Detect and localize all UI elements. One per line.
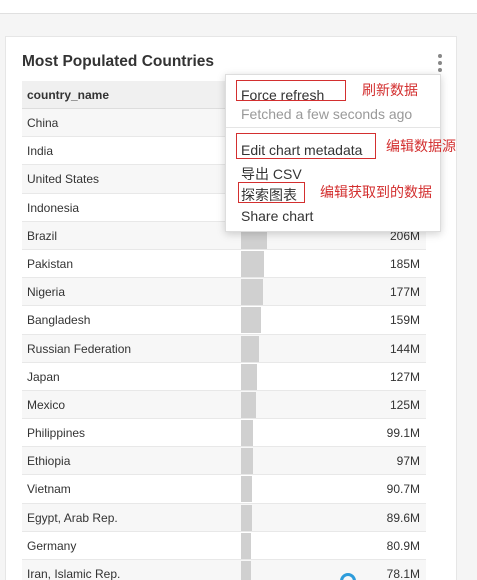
population-value-cell: 97M: [396, 454, 420, 469]
table-row: Russian Federation 144M: [22, 334, 426, 363]
table-row: Bangladesh 159M: [22, 306, 426, 335]
population-value-cell: 78.1M: [386, 567, 420, 580]
more-options-icon[interactable]: [434, 53, 446, 73]
population-value-cell: 89.6M: [386, 510, 420, 525]
population-value-cell: 144M: [389, 341, 420, 356]
explore-chart-item[interactable]: 探索图表: [241, 187, 297, 203]
population-bar: [241, 307, 261, 334]
table-row: Brazil 206M: [22, 221, 426, 250]
explore-chart-highlight: [238, 182, 305, 203]
export-csv-item[interactable]: 导出 CSV: [241, 166, 302, 182]
top-bar: [0, 0, 477, 14]
country-name-cell: Philippines: [27, 426, 86, 441]
table-row: Egypt, Arab Rep. 89.6M: [22, 503, 426, 532]
chart-title: Most Populated Countries: [22, 53, 215, 70]
population-value-cell: 177M: [389, 285, 420, 300]
column-header-country-name[interactable]: country_name: [27, 88, 110, 102]
annotation-edit-source: 编辑数据源: [386, 138, 456, 154]
annotation-refresh: 刷新数据: [362, 82, 418, 98]
country-name-cell: Iran, Islamic Rep.: [27, 567, 121, 580]
population-bar: [241, 561, 251, 580]
table-row: Ethiopia 97M: [22, 447, 426, 476]
table-row: Japan 127M: [22, 363, 426, 391]
table-row: Iran, Islamic Rep. 78.1M: [22, 560, 426, 580]
population-value-cell: 80.9M: [386, 538, 420, 553]
country-name-cell: Vietnam: [27, 482, 71, 497]
population-value-cell: 206M: [389, 228, 420, 243]
country-name-cell: India: [27, 144, 54, 159]
population-bar: [241, 504, 252, 531]
population-bar: [241, 532, 251, 559]
population-value-cell: 90.7M: [386, 482, 420, 497]
country-name-cell: China: [27, 116, 59, 130]
population-value-cell: 125M: [389, 397, 420, 412]
population-value-cell: 127M: [389, 369, 420, 384]
population-bar: [241, 476, 252, 503]
table-row: Mexico 125M: [22, 390, 426, 420]
population-bar: [241, 279, 263, 306]
country-name-cell: Egypt, Arab Rep.: [27, 510, 118, 525]
population-bar: [241, 335, 259, 362]
table-row: Pakistan 185M: [22, 250, 426, 279]
table-row: Germany 80.9M: [22, 532, 426, 560]
annotation-edit-fetched: 编辑获取到的数据: [320, 184, 432, 200]
country-name-cell: Pakistan: [27, 256, 74, 271]
population-value-cell: 185M: [389, 256, 420, 271]
population-bar: [241, 448, 253, 475]
country-name-cell: Mexico: [27, 397, 66, 412]
table-row: Nigeria 177M: [22, 278, 426, 307]
country-name-cell: Japan: [27, 369, 60, 384]
edit-chart-metadata-item[interactable]: Edit chart metadata: [241, 142, 363, 158]
loading-spinner-icon: [340, 573, 356, 580]
population-value-cell: 159M: [389, 313, 420, 328]
country-name-cell: Russian Federation: [27, 341, 132, 356]
country-name-cell: Bangladesh: [27, 313, 91, 328]
population-bar: [241, 363, 257, 390]
country-name-cell: United States: [27, 172, 100, 187]
population-bar: [241, 391, 256, 418]
country-name-cell: Nigeria: [27, 285, 66, 300]
force-refresh-highlight: [236, 80, 346, 101]
share-chart-item[interactable]: Share chart: [241, 208, 314, 224]
population-bar: [241, 420, 253, 447]
edit-metadata-highlight: [236, 133, 376, 159]
country-name-cell: Indonesia: [27, 200, 80, 215]
country-name-cell: Brazil: [27, 228, 58, 243]
table-row: Philippines 99.1M: [22, 419, 426, 448]
force-refresh-item[interactable]: Force refresh: [241, 87, 325, 103]
menu-divider: [226, 127, 440, 128]
table-row: Vietnam 90.7M: [22, 475, 426, 504]
population-bar: [241, 250, 264, 277]
country-name-cell: Ethiopia: [27, 454, 71, 469]
fetched-status-text: Fetched a few seconds ago: [241, 106, 413, 122]
population-value-cell: 99.1M: [386, 426, 420, 441]
country-name-cell: Germany: [27, 538, 77, 553]
